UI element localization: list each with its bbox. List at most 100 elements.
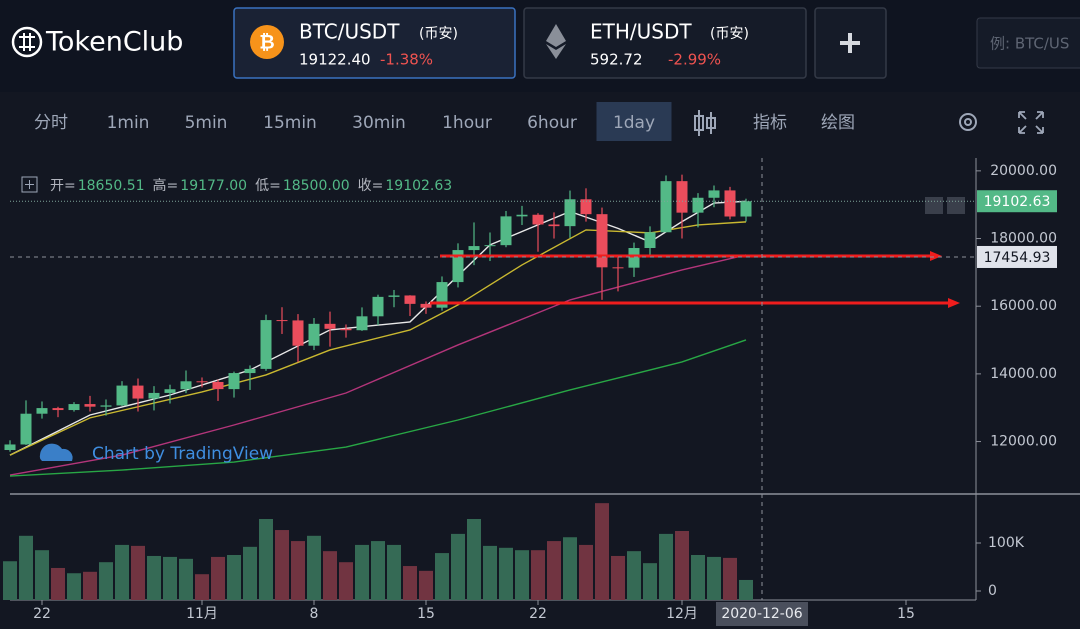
moving-average — [9, 254, 747, 476]
candle-body — [692, 197, 704, 213]
volume-bar — [723, 557, 737, 600]
watermark: Chart by TradingView — [92, 444, 273, 464]
pair-exchange: (币安) — [419, 26, 458, 42]
pair-tab[interactable] — [233, 7, 516, 79]
logo-icon — [11, 26, 43, 58]
x-tick-label: 8 — [310, 606, 319, 622]
legend-value: 19102.63 — [385, 178, 452, 194]
volume-bar — [419, 570, 433, 600]
tool-button[interactable]: 指标 — [753, 113, 787, 133]
candle-body — [628, 248, 640, 268]
volume-bar — [515, 550, 529, 600]
chart-control[interactable] — [925, 197, 943, 214]
candle-body — [532, 214, 544, 225]
volume-bar — [371, 541, 385, 600]
fullscreen-button[interactable] — [1018, 111, 1044, 134]
candle-body — [708, 190, 720, 198]
volume-bar — [707, 556, 721, 600]
y-tick-label: 12000.00 — [990, 434, 1057, 450]
y-tick-label: 20000.00 — [990, 163, 1057, 179]
interval-button[interactable]: 1min — [107, 113, 150, 133]
candle-body — [164, 389, 176, 393]
crosshair-price-box — [977, 245, 1057, 268]
plus-icon — [840, 33, 860, 53]
candle-body — [484, 245, 496, 247]
crosshair-date-label: 2020-12-06 — [721, 606, 802, 622]
candle-body — [724, 190, 736, 217]
logo-glyph — [19, 33, 35, 51]
plot-area — [3, 174, 753, 600]
interval-button[interactable]: 5min — [185, 113, 228, 133]
volume-bar — [131, 545, 145, 600]
pair-tab[interactable] — [523, 7, 807, 79]
legend-value: 19177.00 — [180, 178, 247, 194]
volume-bar — [483, 545, 497, 600]
chart-style-button[interactable] — [694, 110, 716, 136]
candle-body — [100, 405, 112, 407]
x-tick-label: 15 — [417, 606, 435, 622]
candle-body — [356, 316, 368, 331]
candle-body — [36, 408, 48, 414]
volume-bar — [275, 530, 289, 600]
volume-bar — [147, 555, 161, 600]
interval-button[interactable]: 6hour — [527, 113, 577, 133]
candle-body — [180, 381, 192, 390]
volume-bar — [611, 555, 625, 600]
legend-value: 18500.00 — [283, 178, 350, 194]
pair-name: BTC/USDT — [299, 20, 400, 44]
volume-bar — [115, 544, 129, 600]
volume-bar — [307, 535, 321, 600]
search-input[interactable] — [976, 17, 1080, 69]
volume-bar — [355, 544, 369, 600]
pair-change: -2.99% — [668, 51, 721, 69]
candle-body — [52, 408, 64, 411]
settings-button[interactable] — [959, 113, 977, 131]
arrow-head — [930, 251, 942, 261]
chart-control[interactable] — [947, 197, 965, 214]
candle-body — [276, 320, 288, 322]
legend-label: 收= — [358, 178, 384, 194]
candle-body — [468, 246, 480, 251]
volume-bar — [259, 519, 273, 600]
volume-bar — [499, 547, 513, 600]
x-tick-label: 22 — [33, 606, 51, 622]
legend-toggle[interactable] — [21, 176, 38, 193]
volume-bar — [179, 558, 193, 600]
legend-label: 开= — [50, 178, 76, 194]
legend-toggle-icon — [25, 180, 34, 189]
candle-body — [452, 250, 464, 283]
candle-body — [212, 381, 224, 390]
pair-name: ETH/USDT — [590, 20, 692, 44]
interval-button[interactable]: 15min — [263, 113, 317, 133]
pair-price: 19122.40 — [299, 51, 371, 69]
last-price-label: 19102.63 — [984, 194, 1051, 210]
volume-bar — [627, 551, 641, 600]
volume-bar — [339, 562, 353, 600]
legend-label: 低= — [255, 178, 281, 194]
x-tick-label: 22 — [529, 606, 547, 622]
tool-button[interactable]: 绘图 — [821, 113, 855, 133]
candle-body — [4, 444, 16, 451]
candle-body — [196, 381, 208, 383]
candle-body — [388, 295, 400, 297]
volume-bar — [227, 555, 241, 600]
volume-bar — [675, 531, 689, 600]
interval-button[interactable]: 1day — [613, 113, 655, 133]
candle-body — [260, 320, 272, 369]
candle-body — [404, 295, 416, 304]
candle-body — [68, 404, 80, 411]
candle-body — [676, 181, 688, 213]
legend-value: 18650.51 — [78, 178, 145, 194]
interval-button[interactable]: 30min — [352, 113, 406, 133]
x-tick-label: 12月 — [666, 606, 698, 622]
candle-body — [548, 224, 560, 227]
y-tick-label: 16000.00 — [990, 298, 1057, 314]
moving-average — [9, 221, 747, 456]
volume-bar — [51, 567, 65, 600]
btc-icon — [250, 25, 284, 59]
interval-button[interactable]: 分时 — [34, 113, 68, 133]
interval-button[interactable]: 1hour — [442, 113, 492, 133]
volume-bar — [243, 546, 257, 600]
volume-bar — [83, 571, 97, 600]
